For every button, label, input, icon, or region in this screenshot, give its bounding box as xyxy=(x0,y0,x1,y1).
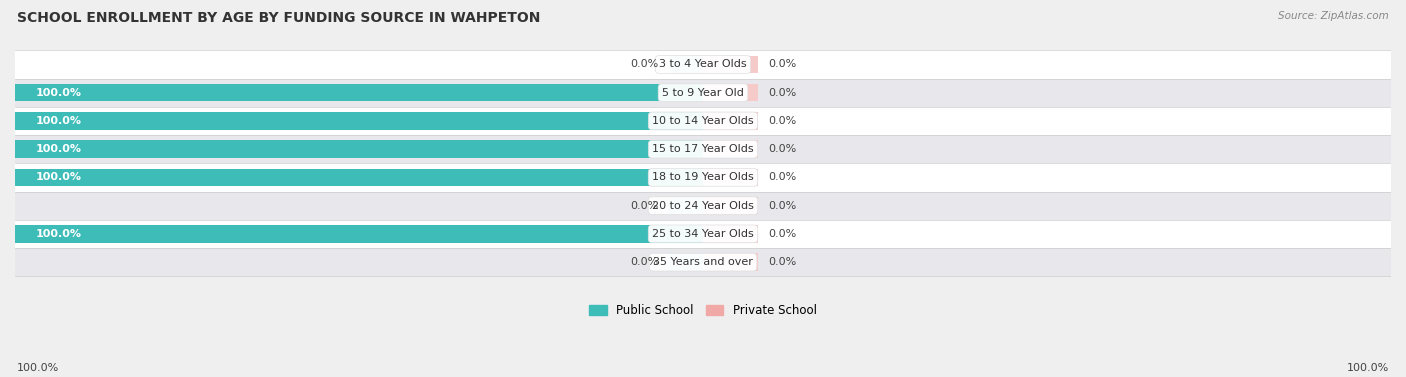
Text: 0.0%: 0.0% xyxy=(768,257,797,267)
Bar xyxy=(703,225,758,243)
Text: 100.0%: 100.0% xyxy=(35,172,82,182)
Text: SCHOOL ENROLLMENT BY AGE BY FUNDING SOURCE IN WAHPETON: SCHOOL ENROLLMENT BY AGE BY FUNDING SOUR… xyxy=(17,11,540,25)
Bar xyxy=(703,253,758,271)
Bar xyxy=(15,51,1391,78)
Text: 10 to 14 Year Olds: 10 to 14 Year Olds xyxy=(652,116,754,126)
Bar xyxy=(15,220,1391,248)
Text: 20 to 24 Year Olds: 20 to 24 Year Olds xyxy=(652,201,754,211)
Bar xyxy=(703,169,758,186)
Legend: Public School, Private School: Public School, Private School xyxy=(585,300,821,322)
Bar xyxy=(15,135,1391,163)
Bar xyxy=(15,107,1391,135)
Text: 0.0%: 0.0% xyxy=(768,60,797,69)
Text: 100.0%: 100.0% xyxy=(17,363,59,373)
Bar xyxy=(15,169,703,186)
Text: 0.0%: 0.0% xyxy=(630,201,658,211)
Bar xyxy=(669,56,703,73)
Text: 0.0%: 0.0% xyxy=(768,172,797,182)
Text: 0.0%: 0.0% xyxy=(768,144,797,154)
Text: 5 to 9 Year Old: 5 to 9 Year Old xyxy=(662,88,744,98)
Bar xyxy=(15,78,1391,107)
Bar xyxy=(15,112,703,130)
Bar xyxy=(703,112,758,130)
Text: 18 to 19 Year Olds: 18 to 19 Year Olds xyxy=(652,172,754,182)
Text: 100.0%: 100.0% xyxy=(35,229,82,239)
Bar xyxy=(669,197,703,215)
Text: 35 Years and over: 35 Years and over xyxy=(652,257,754,267)
Bar xyxy=(15,225,703,243)
Text: 25 to 34 Year Olds: 25 to 34 Year Olds xyxy=(652,229,754,239)
Bar xyxy=(703,197,758,215)
Text: 3 to 4 Year Olds: 3 to 4 Year Olds xyxy=(659,60,747,69)
Bar xyxy=(15,192,1391,220)
Text: 0.0%: 0.0% xyxy=(768,116,797,126)
Text: 100.0%: 100.0% xyxy=(35,144,82,154)
Text: 0.0%: 0.0% xyxy=(768,229,797,239)
Text: 100.0%: 100.0% xyxy=(35,88,82,98)
Text: Source: ZipAtlas.com: Source: ZipAtlas.com xyxy=(1278,11,1389,21)
Bar xyxy=(703,140,758,158)
Bar xyxy=(703,56,758,73)
Text: 0.0%: 0.0% xyxy=(768,88,797,98)
Text: 0.0%: 0.0% xyxy=(630,257,658,267)
Bar xyxy=(669,253,703,271)
Text: 100.0%: 100.0% xyxy=(1347,363,1389,373)
Bar xyxy=(15,140,703,158)
Bar xyxy=(15,84,703,101)
Bar xyxy=(703,84,758,101)
Text: 0.0%: 0.0% xyxy=(630,60,658,69)
Text: 15 to 17 Year Olds: 15 to 17 Year Olds xyxy=(652,144,754,154)
Text: 0.0%: 0.0% xyxy=(768,201,797,211)
Bar xyxy=(15,163,1391,192)
Text: 100.0%: 100.0% xyxy=(35,116,82,126)
Bar xyxy=(15,248,1391,276)
